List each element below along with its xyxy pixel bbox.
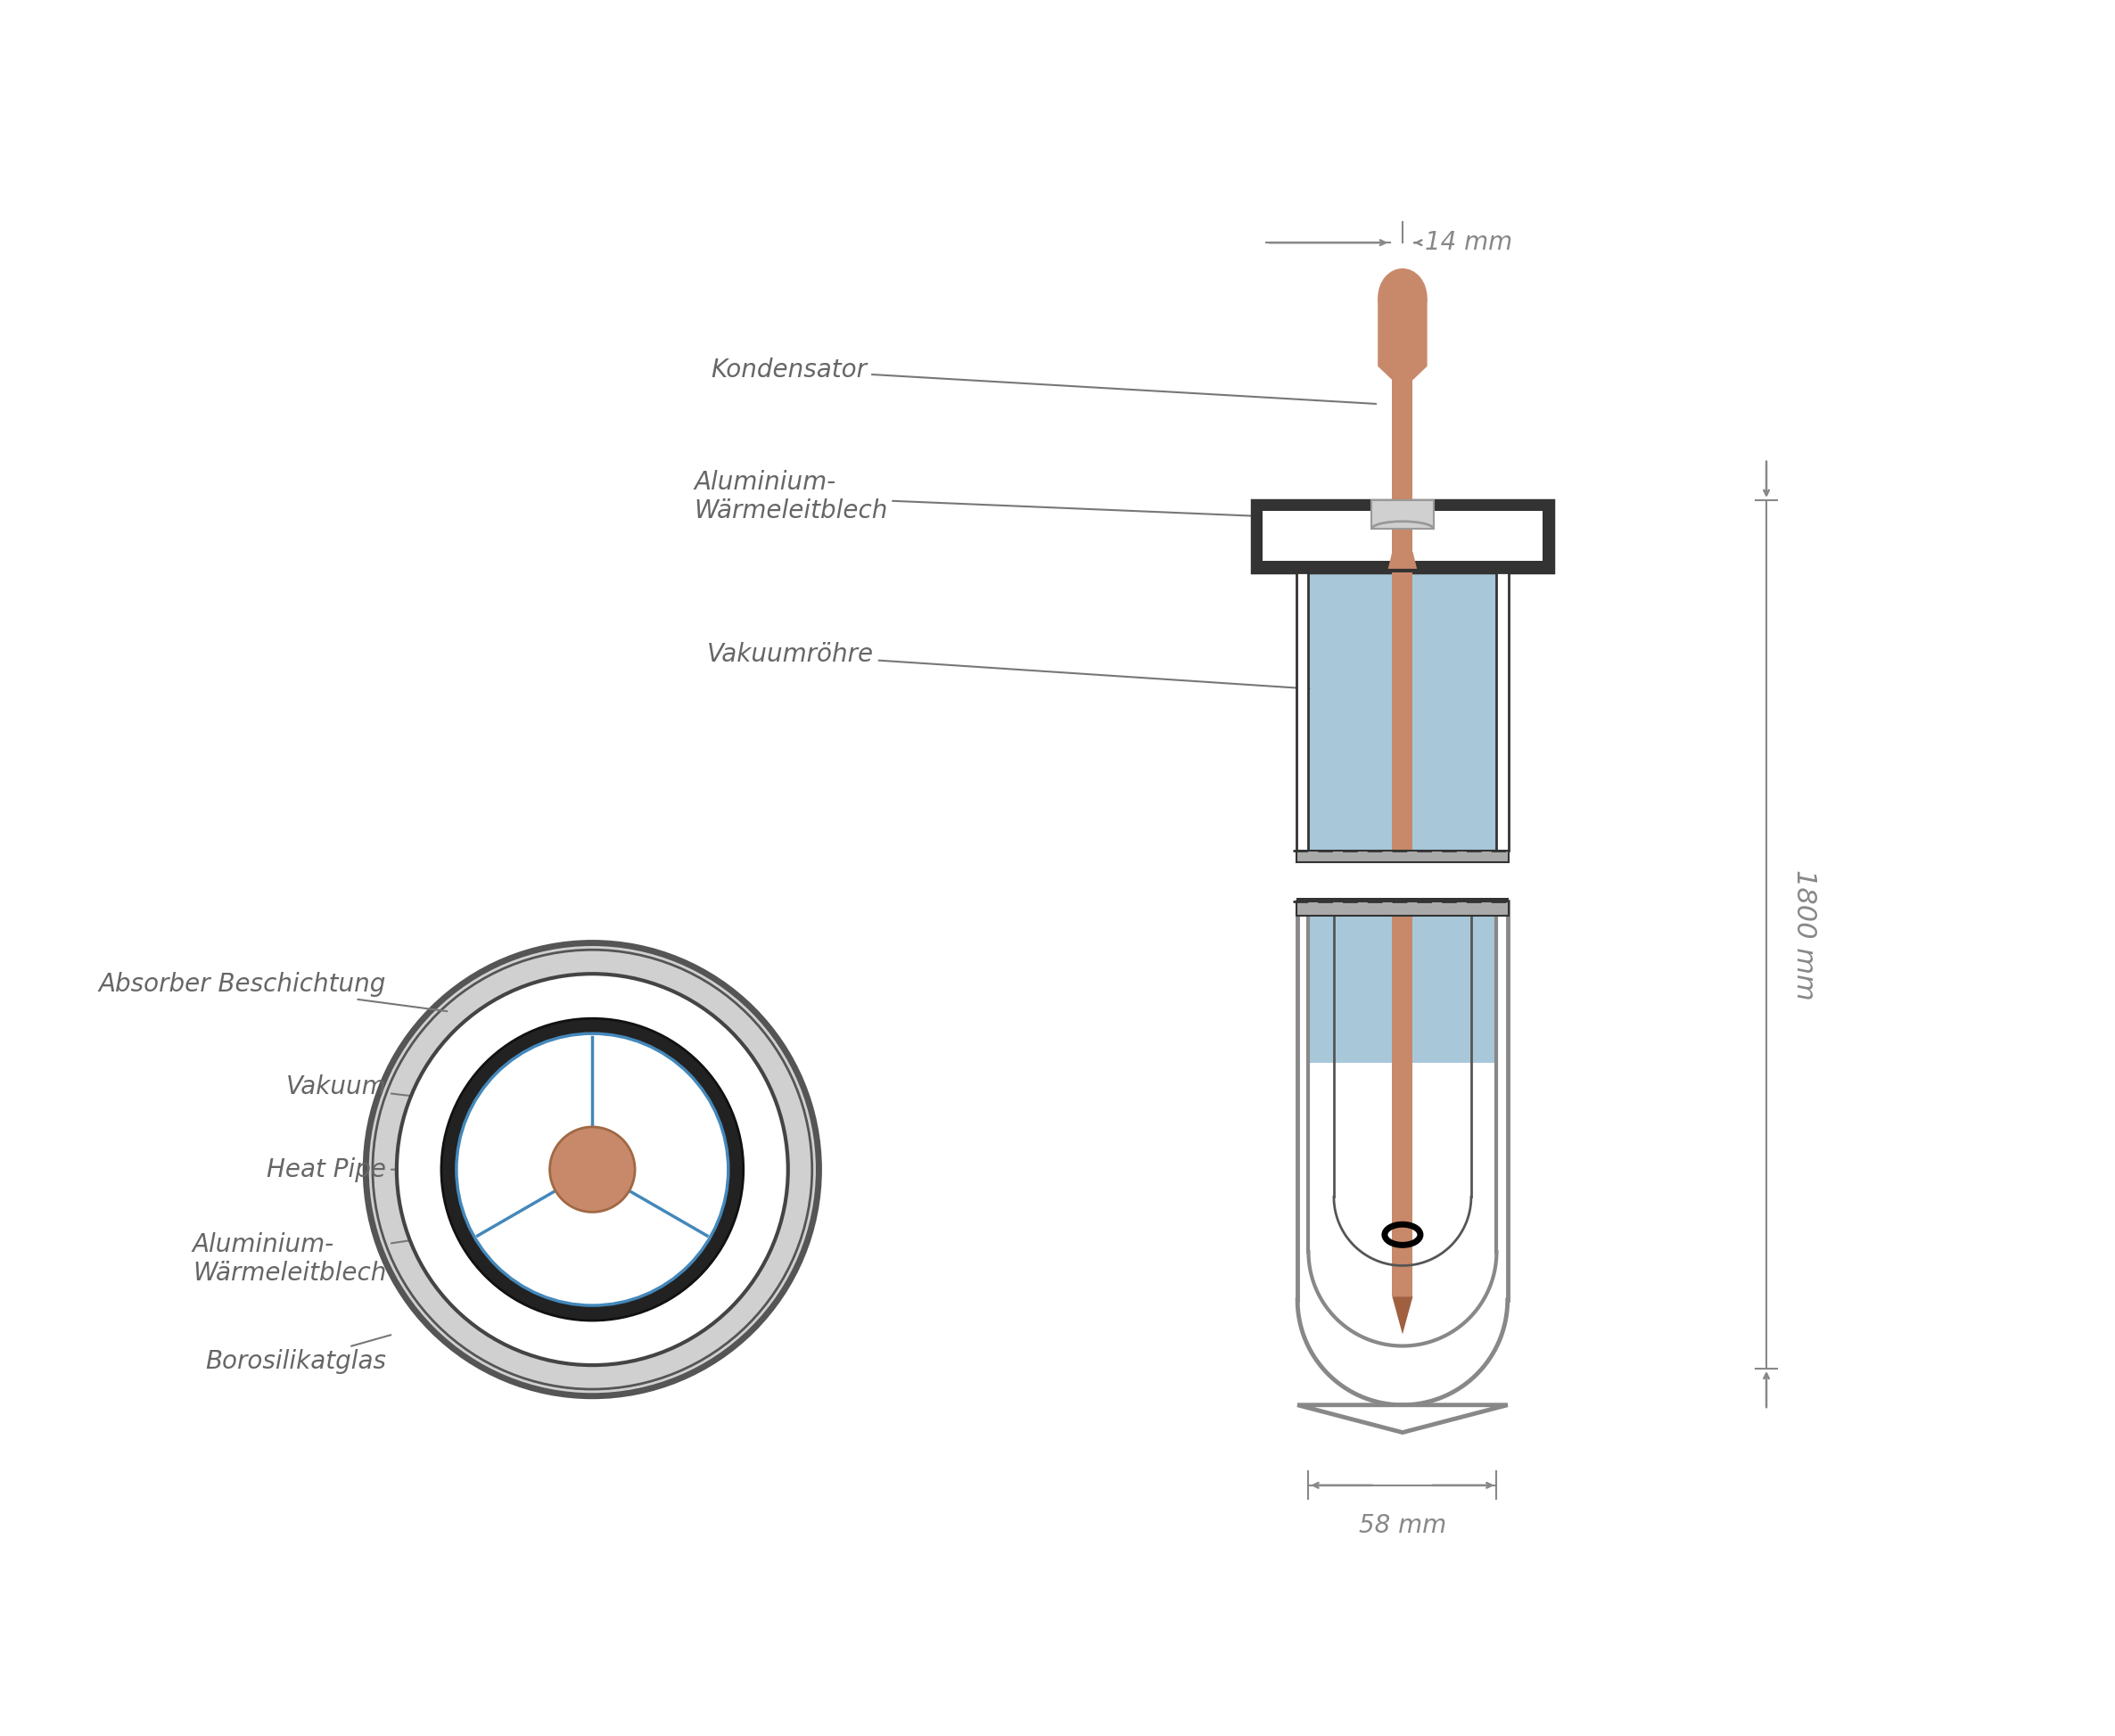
Circle shape [442, 1019, 742, 1321]
Bar [1296, 898, 1508, 901]
Text: 14 mm: 14 mm [1426, 231, 1512, 255]
Text: 1800 mm: 1800 mm [1791, 870, 1817, 1000]
Text: Absorber Beschichtung: Absorber Beschichtung [99, 972, 446, 1012]
Circle shape [398, 974, 789, 1364]
Bar [1392, 380, 1413, 552]
Text: Heat Pipe: Heat Pipe [266, 1156, 541, 1182]
Polygon shape [1387, 552, 1417, 569]
Bar [1392, 901, 1413, 1297]
Text: Aluminium-
Wärmeleitblech: Aluminium- Wärmeleitblech [694, 470, 1366, 524]
Bar [1296, 901, 1508, 915]
Ellipse shape [1377, 269, 1428, 326]
Polygon shape [1377, 297, 1428, 380]
Bar [1373, 500, 1434, 529]
Bar [1296, 573, 1309, 851]
Bar [1296, 851, 1508, 863]
Text: Aluminium-
Wärmeleitblech: Aluminium- Wärmeleitblech [192, 1231, 467, 1286]
Bar [1497, 573, 1508, 851]
Circle shape [550, 1127, 634, 1212]
Polygon shape [1392, 1297, 1413, 1335]
Text: Vakuum: Vakuum [286, 1075, 450, 1101]
Bar [1252, 500, 1555, 573]
Polygon shape [1296, 1404, 1508, 1432]
Bar [1392, 297, 1413, 380]
Circle shape [366, 943, 819, 1396]
Bar [1263, 510, 1542, 561]
Text: Borosilikatglas: Borosilikatglas [205, 1335, 391, 1375]
Text: 58 mm: 58 mm [1358, 1512, 1447, 1538]
Circle shape [457, 1033, 728, 1305]
Bar [1309, 901, 1497, 1062]
Text: Vakuumröhre: Vakuumröhre [706, 642, 1309, 689]
Text: Kondensator: Kondensator [711, 358, 1377, 404]
Bar [1309, 573, 1497, 851]
Bar [1392, 573, 1413, 851]
